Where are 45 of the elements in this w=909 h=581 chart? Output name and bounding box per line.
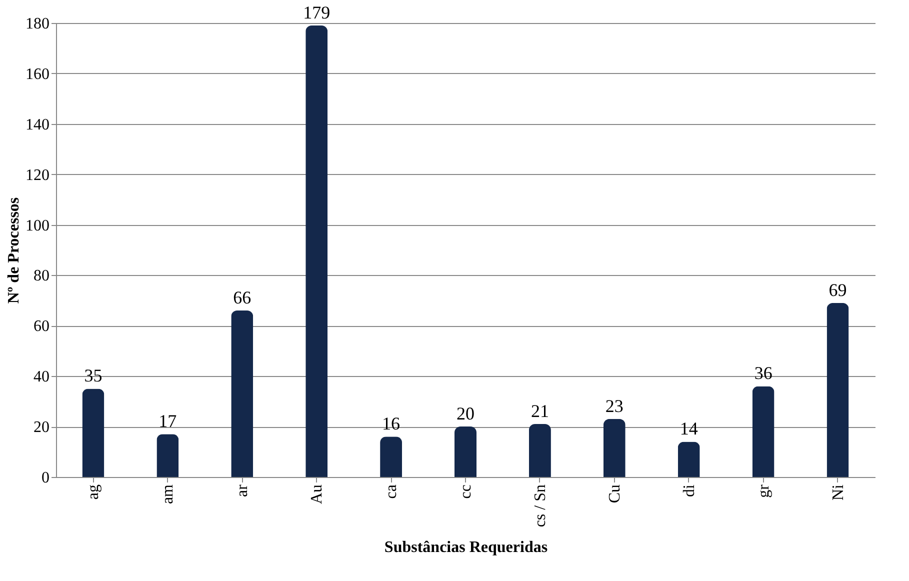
x-tick-label: Ni: [830, 484, 847, 500]
x-tick-label: cc: [458, 484, 474, 499]
x-tick-label: ag: [85, 484, 102, 500]
x-tick-label: am: [160, 484, 177, 504]
bar: [454, 426, 476, 477]
x-axis-title: Substâncias Requeridas: [384, 539, 548, 556]
x-tick-label: ca: [383, 484, 400, 499]
bar: [156, 434, 179, 477]
data-label: 14: [680, 418, 698, 439]
bar: [528, 424, 551, 477]
bar: [380, 436, 402, 477]
bar: [82, 388, 104, 477]
bar: [678, 442, 700, 477]
x-tick-label: gr: [755, 484, 772, 498]
y-tick-label: 40: [34, 368, 50, 386]
bar: [752, 386, 774, 477]
y-tick-label: 160: [26, 66, 50, 83]
y-tick-label: 100: [26, 217, 50, 234]
data-label: 66: [233, 288, 252, 308]
x-tick-label: Au: [308, 484, 326, 504]
data-label: 20: [456, 404, 474, 424]
bar: [306, 26, 328, 477]
bar: [231, 310, 254, 477]
x-tick-label: cs / Sn: [532, 484, 549, 528]
y-tick-label: 180: [26, 16, 50, 32]
data-label: 17: [158, 411, 177, 432]
y-axis-title: Nº de Processos: [6, 197, 22, 304]
y-tick-label: 140: [26, 116, 50, 134]
data-label: 23: [605, 396, 624, 416]
data-label: 179: [303, 2, 330, 23]
data-label: 36: [754, 363, 772, 384]
data-label: 69: [828, 280, 847, 300]
x-tick-label: ar: [234, 484, 252, 497]
data-label: 21: [530, 401, 549, 422]
bar: [826, 302, 849, 477]
y-tick-label: 60: [34, 318, 50, 336]
y-tick-label: 80: [34, 268, 50, 285]
y-tick-label: 120: [26, 166, 50, 184]
data-label: 16: [382, 414, 400, 434]
x-tick-label: Cu: [606, 484, 624, 504]
x-tick-label: di: [680, 484, 698, 497]
y-tick-label: 0: [42, 470, 50, 486]
y-tick-label: 20: [34, 419, 50, 436]
data-label: 35: [84, 366, 102, 386]
bar: [603, 418, 626, 477]
